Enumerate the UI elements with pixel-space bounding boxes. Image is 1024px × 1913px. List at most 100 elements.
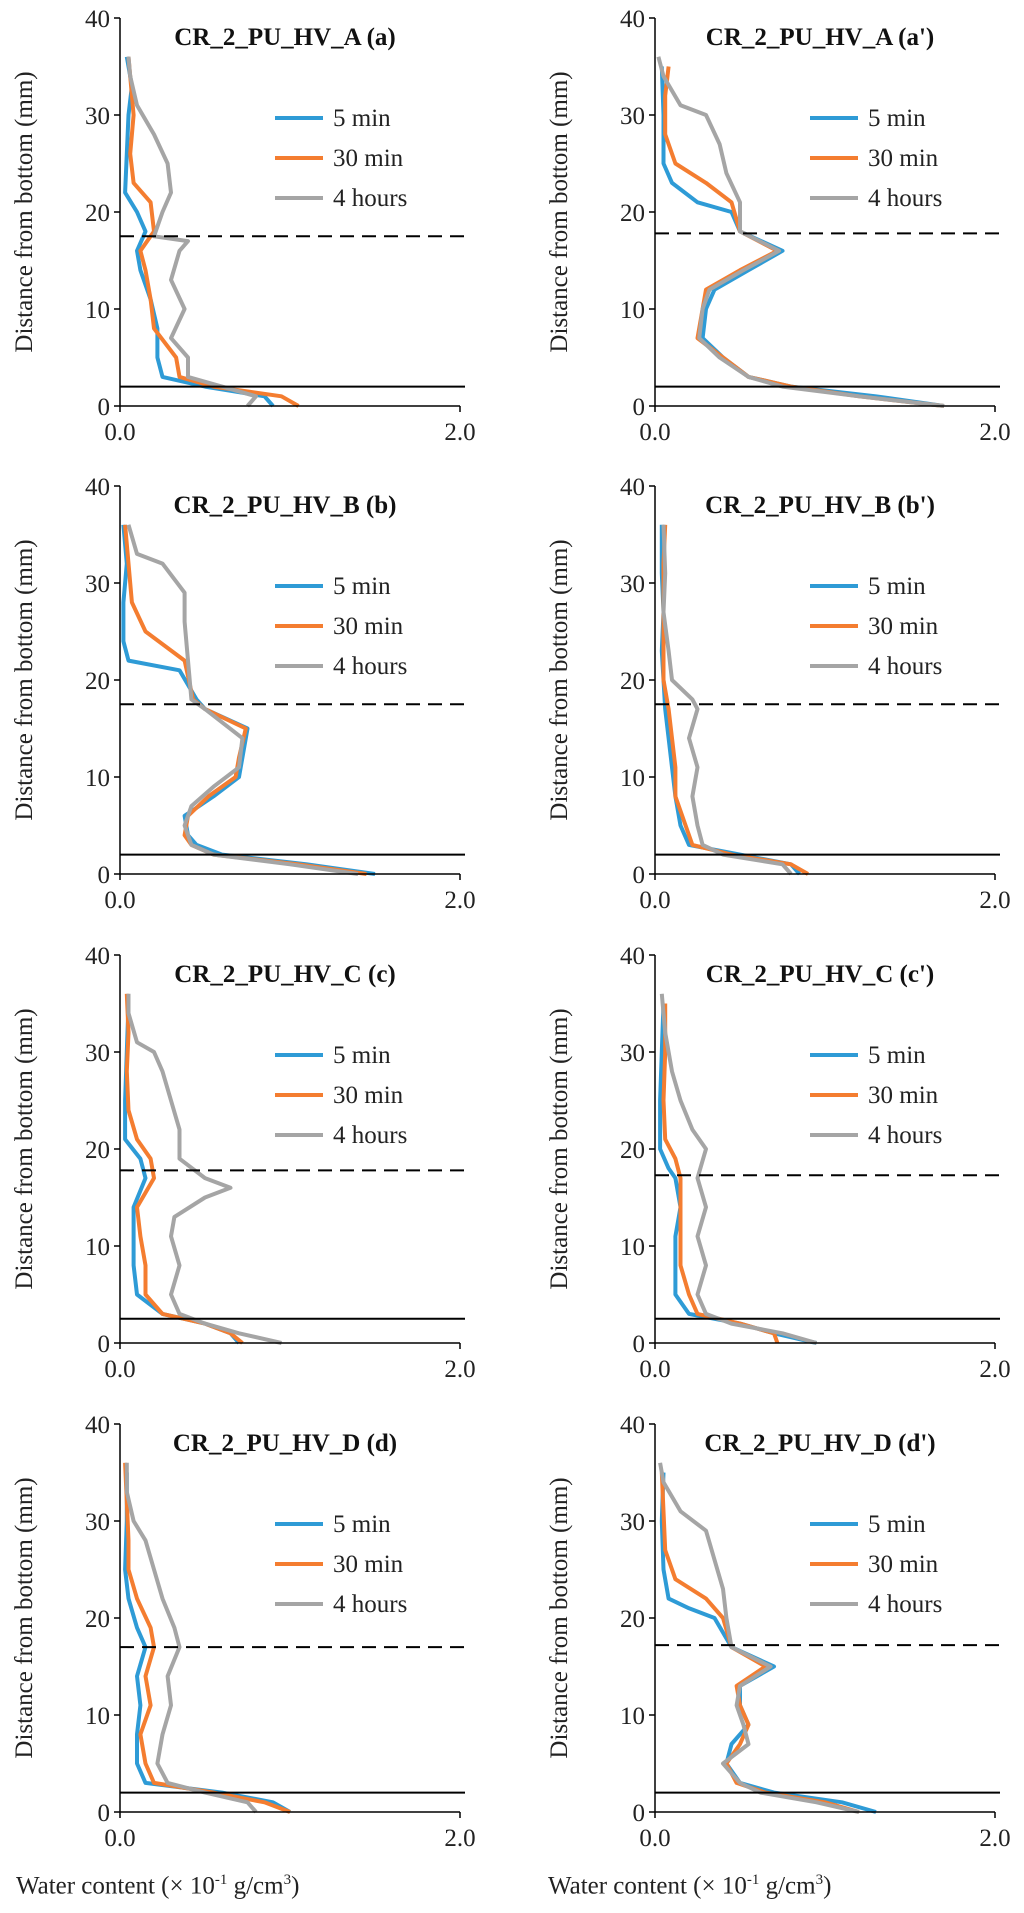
legend-label: 4 hours: [868, 1591, 942, 1618]
x-tick-label: 0.0: [639, 1356, 670, 1383]
y-tick-label: 0: [98, 394, 111, 421]
y-tick-label: 20: [85, 200, 110, 227]
x-axis-label-right: Water content (× 10-1 g/cm3): [548, 1872, 832, 1900]
y-tick-label: 0: [633, 394, 646, 421]
legend-label: 5 min: [333, 105, 391, 132]
y-axis-title: Distance from bottom (mm): [546, 1008, 573, 1289]
y-tick-label: 40: [620, 943, 645, 970]
series-line-4-hours: [656, 56, 945, 408]
legend-label: 30 min: [868, 1082, 939, 1109]
y-tick-label: 40: [85, 6, 110, 33]
y-tick-label: 20: [620, 668, 645, 695]
series-line-30-min: [124, 993, 244, 1345]
chart-panel-a: 0 10 20 30 40 0.0 2.0 Distance from bottom (mm)…: [11, 6, 476, 446]
y-tick-label: 30: [620, 1509, 645, 1536]
legend-label: 30 min: [333, 613, 404, 640]
series-line-5-min: [123, 1003, 241, 1345]
series-line-5-min: [658, 1003, 817, 1345]
y-tick-label: 20: [620, 1606, 645, 1633]
y-tick-label: 20: [85, 1606, 110, 1633]
legend-label: 30 min: [333, 145, 404, 172]
y-axis-title: Distance from bottom (mm): [11, 71, 38, 352]
y-axis-title: Distance from bottom (mm): [11, 1008, 38, 1289]
legend-label: 5 min: [333, 1042, 391, 1069]
series-line-4-hours: [126, 993, 282, 1345]
chart-panel-d-prime: 0 10 20 30 40 0.0 2.0 Distance from bottom (mm)…: [546, 1412, 1011, 1852]
x-tick-label: 2.0: [444, 887, 475, 914]
y-tick-label: 10: [620, 1234, 645, 1261]
legend-label: 4 hours: [868, 653, 942, 680]
y-tick-label: 10: [85, 1703, 110, 1730]
panel-title: CR_2_PU_HV_C (c): [174, 961, 395, 988]
y-tick-label: 30: [85, 1509, 110, 1536]
y-tick-label: 30: [620, 1040, 645, 1067]
y-tick-label: 0: [98, 1331, 111, 1358]
legend-label: 5 min: [333, 1511, 391, 1538]
y-axis-title: Distance from bottom (mm): [546, 539, 573, 820]
panel-title: CR_2_PU_HV_A (a): [174, 24, 396, 51]
x-tick-label: 0.0: [639, 1825, 670, 1852]
legend-label: 4 hours: [868, 1122, 942, 1149]
x-tick-label: 2.0: [444, 1825, 475, 1852]
chart-panel-c: 0 10 20 30 40 0.0 2.0 Distance from bottom (mm)…: [11, 943, 476, 1383]
y-tick-label: 30: [85, 103, 110, 130]
y-tick-label: 20: [620, 200, 645, 227]
y-tick-label: 30: [620, 571, 645, 598]
legend-label: 5 min: [868, 1511, 926, 1538]
x-tick-label: 0.0: [639, 887, 670, 914]
panel-title: CR_2_PU_HV_B (b): [174, 492, 397, 519]
x-tick-label: 0.0: [104, 1356, 135, 1383]
chart-panel-b: 0 10 20 30 40 0.0 2.0 Distance from bottom (mm)…: [11, 474, 476, 914]
legend-label: 4 hours: [333, 1122, 407, 1149]
legend-label: 30 min: [333, 1082, 404, 1109]
x-tick-label: 0.0: [639, 419, 670, 446]
legend-label: 30 min: [868, 1551, 939, 1578]
x-tick-label: 0.0: [104, 419, 135, 446]
y-tick-label: 40: [620, 6, 645, 33]
x-tick-label: 2.0: [979, 1825, 1010, 1852]
series-line-30-min: [123, 1462, 291, 1814]
panel-title: CR_2_PU_HV_D (d'): [704, 1430, 935, 1457]
x-tick-label: 2.0: [444, 419, 475, 446]
legend-label: 30 min: [868, 145, 939, 172]
series-line-30-min: [661, 1003, 780, 1344]
series-line-5-min: [123, 1472, 291, 1814]
y-tick-label: 40: [85, 943, 110, 970]
x-tick-label: 2.0: [979, 887, 1010, 914]
legend-label: 30 min: [868, 613, 939, 640]
x-tick-label: 2.0: [444, 1356, 475, 1383]
series-line-30-min: [126, 56, 300, 408]
y-tick-label: 10: [620, 1703, 645, 1730]
y-tick-label: 40: [85, 474, 110, 501]
y-tick-label: 10: [620, 297, 645, 324]
y-tick-label: 40: [620, 1412, 645, 1439]
y-tick-label: 0: [98, 1800, 111, 1827]
x-tick-label: 2.0: [979, 419, 1010, 446]
series-line-4-hours: [124, 1462, 258, 1814]
y-axis-title: Distance from bottom (mm): [546, 1477, 573, 1758]
legend-label: 4 hours: [333, 653, 407, 680]
chart-panel-b-prime: 0 10 20 30 40 0.0 2.0 Distance from bottom (mm)…: [546, 474, 1011, 914]
y-tick-label: 20: [85, 668, 110, 695]
legend-label: 4 hours: [333, 1591, 407, 1618]
panel-title: CR_2_PU_HV_A (a'): [706, 24, 934, 51]
panel-title: CR_2_PU_HV_D (d): [173, 1430, 397, 1457]
y-tick-label: 0: [633, 1800, 646, 1827]
y-tick-label: 20: [620, 1137, 645, 1164]
series-line-4-hours: [126, 524, 359, 876]
series-line-4-hours: [661, 524, 793, 876]
y-tick-label: 30: [85, 571, 110, 598]
series-line-4-hours: [126, 56, 258, 408]
panel-title: CR_2_PU_HV_C (c'): [706, 961, 934, 988]
y-tick-label: 10: [85, 297, 110, 324]
x-tick-label: 0.0: [104, 1825, 135, 1852]
legend-label: 4 hours: [333, 185, 407, 212]
legend-label: 5 min: [868, 1042, 926, 1069]
series-line-4-hours: [658, 1462, 860, 1814]
legend-label: 5 min: [868, 105, 926, 132]
y-tick-label: 10: [620, 765, 645, 792]
y-tick-label: 30: [620, 103, 645, 130]
panel-title: CR_2_PU_HV_B (b'): [705, 492, 935, 519]
legend-label: 5 min: [333, 573, 391, 600]
